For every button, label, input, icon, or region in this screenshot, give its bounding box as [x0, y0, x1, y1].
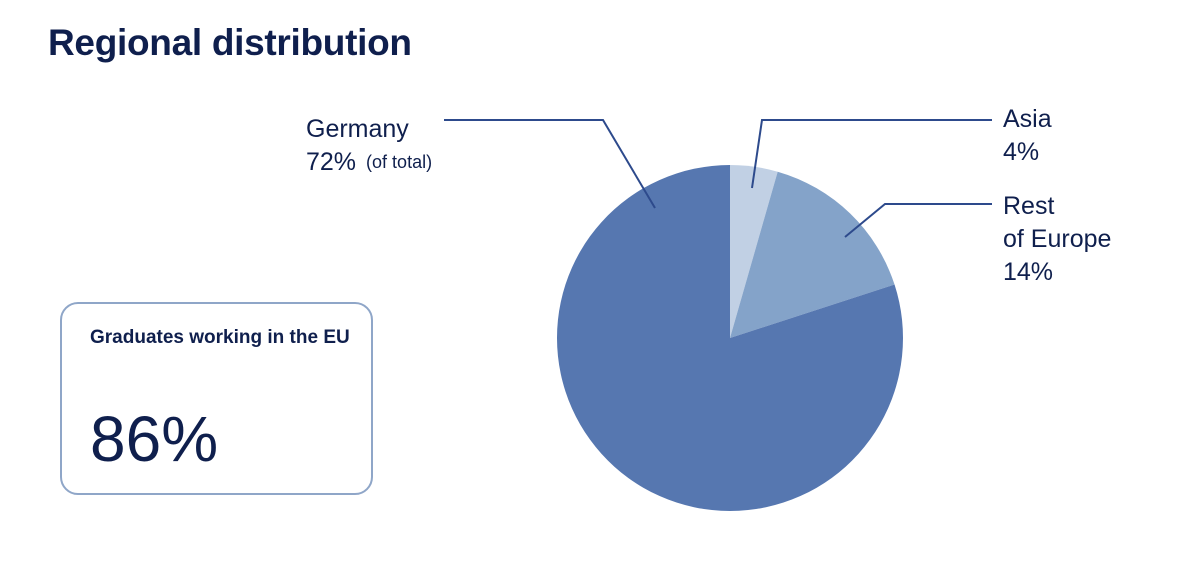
pie-slice-rest-of-europe: [730, 171, 895, 338]
kpi-card: Graduates working in the EU 86%: [60, 302, 373, 495]
slice-label-line: 72%: [306, 148, 356, 176]
slice-label-line: Asia: [1003, 105, 1052, 133]
slice-label-rest-of-europe: Rest of Europe 14%: [1003, 192, 1111, 286]
slice-label-note: (of total): [366, 152, 432, 172]
slice-label-line: 4%: [1003, 138, 1039, 166]
pie-slice-germany: [556, 165, 903, 511]
slice-label-line: 14%: [1003, 258, 1053, 286]
slice-label-asia: Asia 4%: [1003, 105, 1052, 166]
slice-label-line: of Europe: [1003, 225, 1111, 253]
kpi-value: 86%: [90, 403, 219, 475]
slice-label-germany: Germany 72% (of total): [306, 115, 432, 176]
leader-line-rest-of-europe: [844, 203, 992, 238]
slice-label-line: Rest: [1003, 192, 1054, 220]
leader-line-germany: [444, 119, 656, 209]
slice-label-line: Germany: [306, 115, 409, 143]
page-title: Regional distribution: [48, 22, 412, 63]
kpi-label: Graduates working in the EU: [90, 327, 350, 348]
leader-line-asia: [751, 119, 992, 189]
pie-slice-asia: [730, 165, 778, 338]
